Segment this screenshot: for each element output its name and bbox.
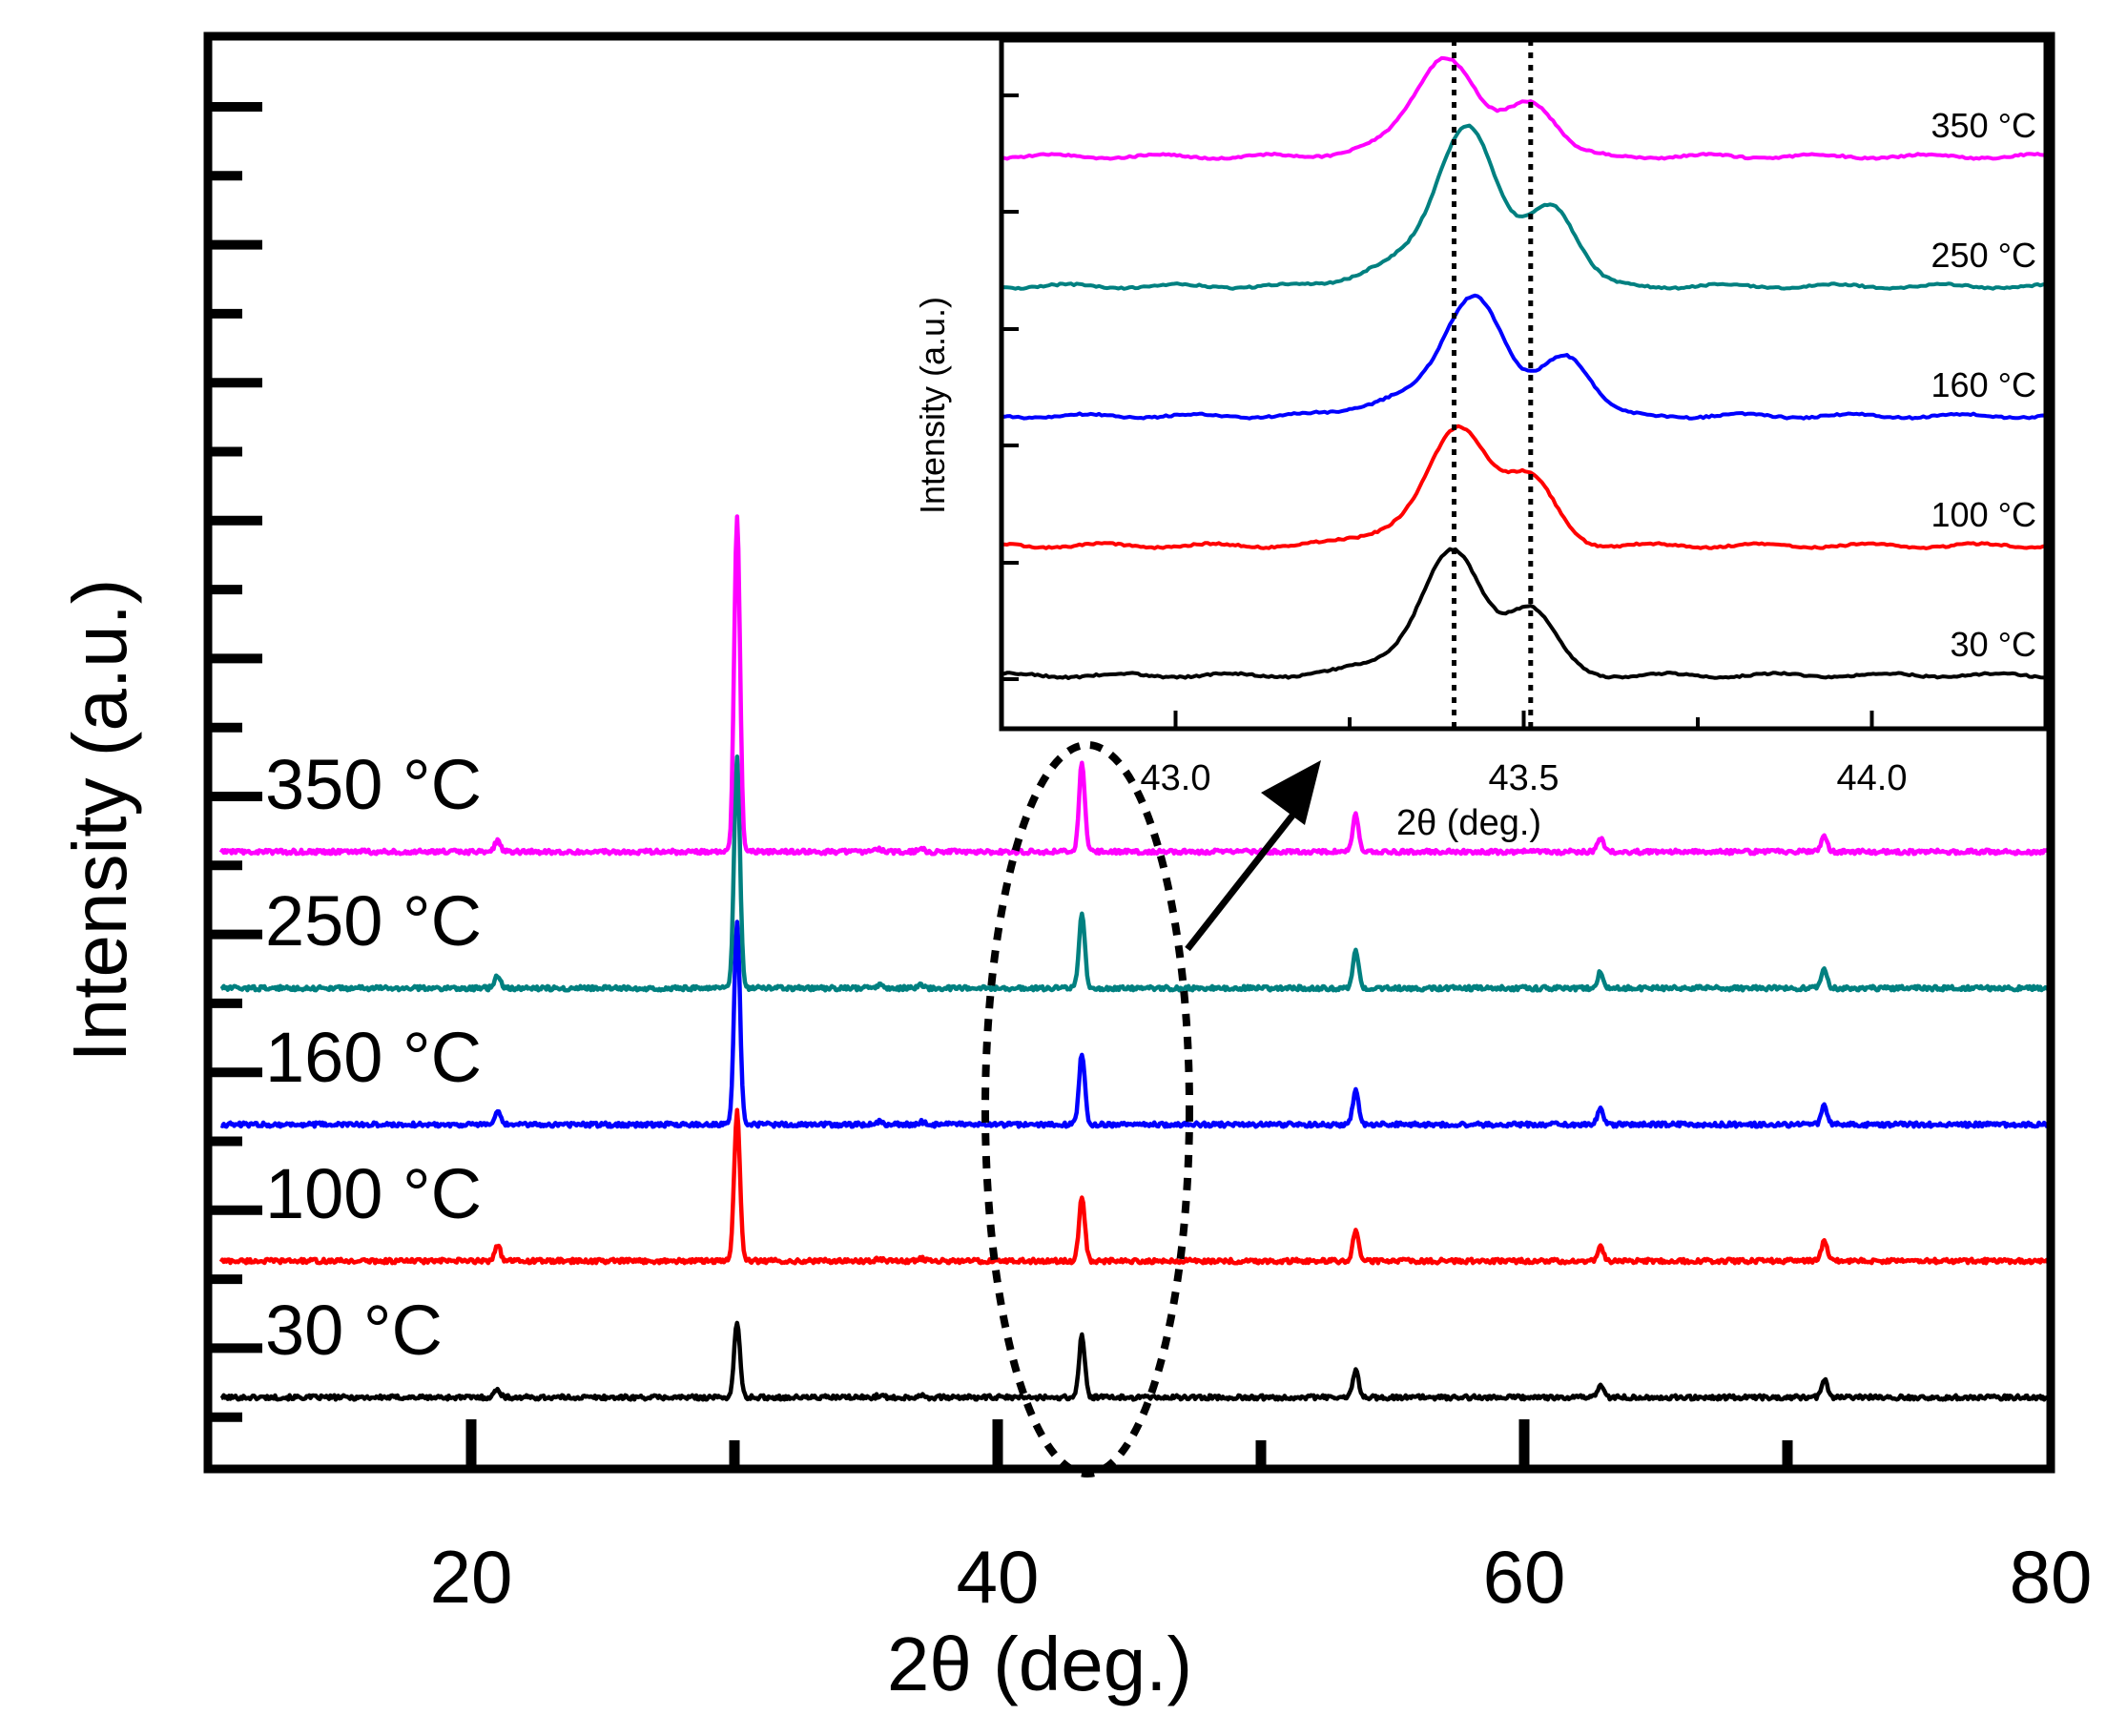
main-plot: 20 40 60 80 30 °C 100 °C 160 °C 250 °C 350 °C 2… <box>57 31 2093 1706</box>
inset-series-label: 100 °C <box>1931 495 2036 534</box>
main-y-ticks <box>212 102 262 1422</box>
dashed-ellipse-annotation <box>981 741 1193 1478</box>
main-series-line <box>219 920 2053 1129</box>
main-x-tick-label: 80 <box>2010 1535 2093 1619</box>
inset-x-ticks <box>1000 711 2048 727</box>
inset-plot: 43.0 43.5 44.0 30 °C 100 °C 160 °C 250 °C 350 … <box>913 37 2049 843</box>
inset-series-line <box>1001 55 2047 161</box>
main-y-axis-label: Intensity (a.u.) <box>57 579 142 1063</box>
inset-series-label: 30 °C <box>1951 625 2036 664</box>
main-x-tick-label: 60 <box>1483 1535 1566 1619</box>
main-series-label: 30 °C <box>265 1291 443 1370</box>
inset-series-labels: 30 °C 100 °C 160 °C 250 °C 350 °C <box>1931 106 2036 664</box>
inset-plot-frame <box>999 37 2049 732</box>
main-series-label: 350 °C <box>265 745 482 824</box>
arrow-shaft <box>1185 813 1295 952</box>
main-series-label: 250 °C <box>265 881 482 961</box>
main-x-tick-labels: 20 40 60 80 <box>430 1535 2093 1619</box>
inset-x-tick-label: 43.5 <box>1489 758 1559 798</box>
main-series-line <box>218 1107 2053 1266</box>
main-x-axis-label: 2θ (deg.) <box>887 1622 1192 1706</box>
main-series-line <box>219 1320 2053 1402</box>
inset-background <box>1002 40 2046 729</box>
main-series-label: 160 °C <box>265 1018 482 1097</box>
main-series-labels: 30 °C 100 °C 160 °C 250 °C 350 °C <box>265 745 482 1370</box>
inset-y-ticks <box>1003 93 1019 681</box>
main-series-line <box>218 514 2054 857</box>
inset-series-label: 250 °C <box>1931 236 2036 275</box>
inset-reference-lines <box>1452 40 1534 727</box>
inset-x-tick-label: 44.0 <box>1837 758 1908 798</box>
inset-traces <box>1001 55 2047 680</box>
main-traces <box>218 514 2054 1402</box>
inset-series-line <box>1001 424 2047 550</box>
inset-series-line <box>1001 123 2047 291</box>
inset-series-line <box>1001 293 2047 421</box>
main-plot-frame <box>203 31 2055 1474</box>
inset-series-label: 160 °C <box>1931 365 2036 404</box>
main-x-tick-label: 20 <box>430 1535 513 1619</box>
inset-y-axis-label: Intensity (a.u.) <box>913 297 952 514</box>
inset-series-line <box>1002 547 2046 680</box>
inset-x-tick-labels: 43.0 43.5 44.0 <box>1141 758 1908 798</box>
main-series-label: 100 °C <box>265 1154 482 1233</box>
main-x-ticks <box>465 1419 1793 1465</box>
main-series-line <box>219 754 2053 993</box>
arrow-head <box>1261 760 1321 825</box>
inset-x-tick-label: 43.0 <box>1141 758 1211 798</box>
inset-x-axis-label: 2θ (deg.) <box>1396 803 1541 843</box>
main-x-tick-label: 40 <box>957 1535 1040 1619</box>
inset-series-label: 350 °C <box>1931 106 2036 145</box>
